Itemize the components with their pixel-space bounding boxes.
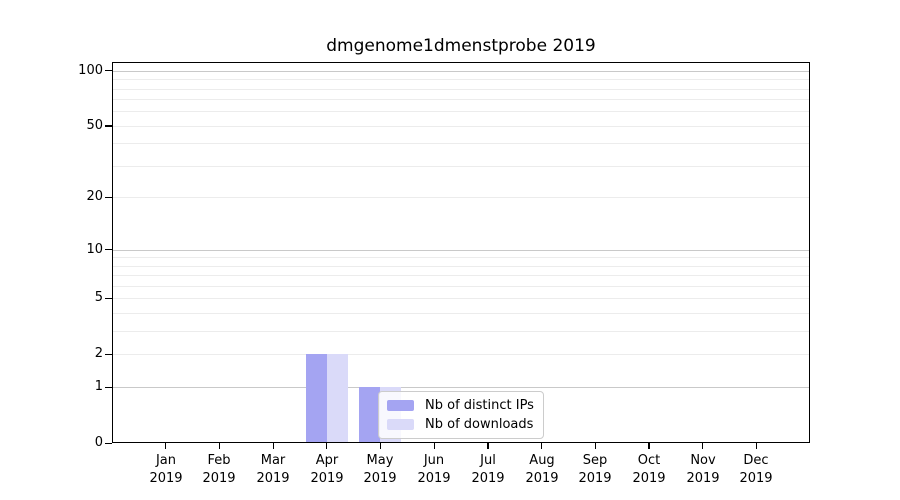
x-tick-mark bbox=[487, 443, 489, 449]
gridline-minor bbox=[113, 313, 809, 314]
x-tick-year: 2019 bbox=[525, 471, 559, 486]
y-tick-mark bbox=[105, 297, 112, 300]
x-tick-label: Mar 2019 bbox=[233, 452, 313, 488]
x-tick-mark bbox=[165, 443, 167, 449]
x-tick-month: May bbox=[366, 453, 394, 468]
x-tick-label: Nov 2019 bbox=[663, 452, 743, 488]
y-tick-mark bbox=[105, 386, 112, 388]
x-tick-month: Feb bbox=[207, 453, 231, 468]
x-tick-month: Oct bbox=[637, 453, 661, 468]
gridline-minor bbox=[113, 166, 809, 167]
x-tick-label: Apr 2019 bbox=[287, 452, 367, 488]
x-tick-month: Jan bbox=[155, 453, 177, 468]
x-tick-mark bbox=[702, 443, 704, 449]
y-tick-mark bbox=[105, 125, 112, 127]
plot-area: Nb of distinct IPs Nb of downloads bbox=[112, 62, 810, 443]
x-tick-year: 2019 bbox=[149, 471, 183, 486]
legend-label: Nb of distinct IPs bbox=[425, 398, 534, 413]
gridline-minor bbox=[113, 143, 809, 144]
y-tick-label: 2 bbox=[94, 346, 103, 362]
x-tick-month: Dec bbox=[743, 453, 769, 468]
gridline-major bbox=[113, 250, 809, 251]
x-tick-year: 2019 bbox=[739, 471, 773, 486]
legend-item: Nb of downloads bbox=[387, 417, 534, 432]
x-tick-mark bbox=[218, 443, 221, 449]
chart-title: dmgenome1dmenstprobe 2019 bbox=[326, 36, 596, 56]
legend-label: Nb of downloads bbox=[425, 417, 534, 432]
x-tick-mark bbox=[326, 443, 328, 449]
x-tick-year: 2019 bbox=[578, 471, 612, 486]
y-tick-label: 10 bbox=[86, 241, 103, 257]
x-tick-month: Nov bbox=[690, 453, 716, 468]
bar-downloads bbox=[327, 354, 348, 442]
gridline-minor bbox=[113, 286, 809, 287]
x-tick-label: Oct 2019 bbox=[609, 452, 689, 488]
x-tick-label: Jun 2019 bbox=[394, 452, 474, 488]
legend: Nb of distinct IPs Nb of downloads bbox=[378, 391, 544, 439]
x-tick-mark bbox=[648, 443, 650, 449]
x-tick-mark bbox=[594, 443, 596, 449]
gridline-major bbox=[113, 387, 809, 388]
y-tick-label: 100 bbox=[78, 62, 103, 78]
y-tick-label: 20 bbox=[86, 189, 103, 205]
x-tick-mark bbox=[433, 443, 435, 449]
y-tick-mark bbox=[105, 196, 112, 199]
bar-distinct-ips bbox=[306, 354, 327, 442]
x-tick-label: Jan 2019 bbox=[126, 452, 206, 488]
gridline-minor bbox=[113, 331, 809, 332]
x-tick-year: 2019 bbox=[256, 471, 290, 486]
y-tick-mark bbox=[105, 442, 112, 444]
gridline-minor bbox=[113, 257, 809, 258]
x-tick-month: Mar bbox=[260, 453, 286, 468]
x-tick-year: 2019 bbox=[632, 471, 666, 486]
gridline-minor bbox=[113, 354, 809, 355]
gridline-minor bbox=[113, 111, 809, 112]
bar-distinct-ips bbox=[359, 387, 380, 442]
x-tick-year: 2019 bbox=[471, 471, 505, 486]
y-tick-label: 50 bbox=[86, 117, 103, 133]
legend-swatch-distinct-ips bbox=[387, 400, 414, 411]
gridline-minor bbox=[113, 275, 809, 276]
x-tick-year: 2019 bbox=[686, 471, 720, 486]
x-tick-mark bbox=[379, 443, 382, 449]
x-tick-year: 2019 bbox=[417, 471, 451, 486]
gridline-minor bbox=[113, 89, 809, 90]
gridline-minor bbox=[113, 126, 809, 127]
gridline-major bbox=[113, 71, 809, 72]
x-tick-year: 2019 bbox=[202, 471, 236, 486]
x-tick-label: Dec 2019 bbox=[716, 452, 796, 488]
x-tick-label: Aug 2019 bbox=[502, 452, 582, 488]
y-tick-label: 0 bbox=[94, 435, 103, 450]
x-tick-month: Sep bbox=[582, 453, 608, 468]
x-tick-mark bbox=[272, 443, 274, 449]
legend-swatch-downloads bbox=[387, 419, 414, 430]
x-tick-month: Jul bbox=[480, 453, 496, 468]
x-tick-mark bbox=[541, 443, 543, 449]
x-tick-month: Apr bbox=[315, 453, 339, 468]
x-tick-mark bbox=[755, 443, 757, 449]
x-tick-label: Sep 2019 bbox=[555, 452, 635, 488]
y-tick-mark bbox=[105, 353, 112, 356]
y-tick-mark bbox=[105, 70, 112, 72]
x-tick-year: 2019 bbox=[363, 471, 397, 486]
gridline-minor bbox=[113, 79, 809, 80]
gridline-minor bbox=[113, 99, 809, 100]
x-tick-month: Aug bbox=[529, 453, 555, 468]
gridline-minor bbox=[113, 197, 809, 198]
y-tick-label: 5 bbox=[94, 290, 103, 306]
x-tick-month: Jun bbox=[423, 453, 445, 468]
x-tick-label: May 2019 bbox=[340, 452, 420, 488]
x-tick-label: Feb 2019 bbox=[179, 452, 259, 488]
gridline-minor bbox=[113, 298, 809, 299]
legend-item: Nb of distinct IPs bbox=[387, 398, 534, 413]
x-tick-year: 2019 bbox=[310, 471, 344, 486]
gridline-minor bbox=[113, 266, 809, 267]
x-tick-label: Jul 2019 bbox=[448, 452, 528, 488]
y-tick-mark bbox=[105, 249, 112, 251]
y-tick-label: 1 bbox=[94, 379, 103, 395]
